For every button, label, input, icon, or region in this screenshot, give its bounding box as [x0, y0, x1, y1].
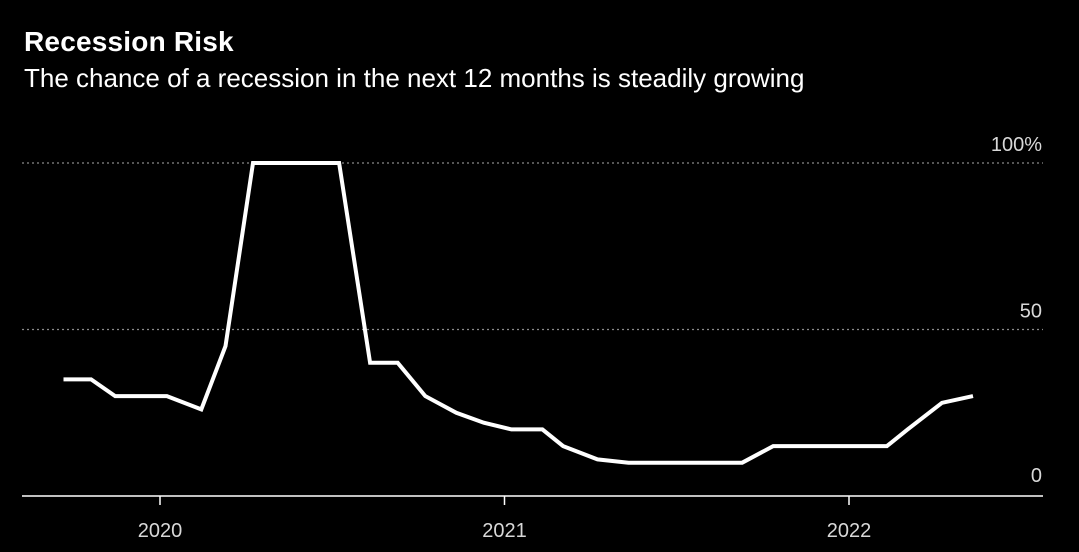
- series-layer: [63, 161, 974, 465]
- y-tick-labels: 100% 50 0: [991, 134, 1042, 487]
- y-tick-label-50: 50: [1020, 301, 1042, 323]
- chart-title: Recession Risk: [24, 26, 234, 57]
- x-tick-label-2021: 2021: [482, 520, 527, 542]
- gridlines: [22, 162, 1043, 331]
- y-tick-label-0: 0: [1031, 465, 1042, 487]
- x-tick-label-2022: 2022: [827, 520, 872, 542]
- chart-subtitle: The chance of a recession in the next 12…: [24, 63, 805, 93]
- x-tick-label-2020: 2020: [138, 520, 183, 542]
- x-ticks: 2020 2021 2022: [138, 496, 872, 542]
- series-line-0: [63, 161, 974, 465]
- y-tick-label-100: 100%: [991, 134, 1042, 156]
